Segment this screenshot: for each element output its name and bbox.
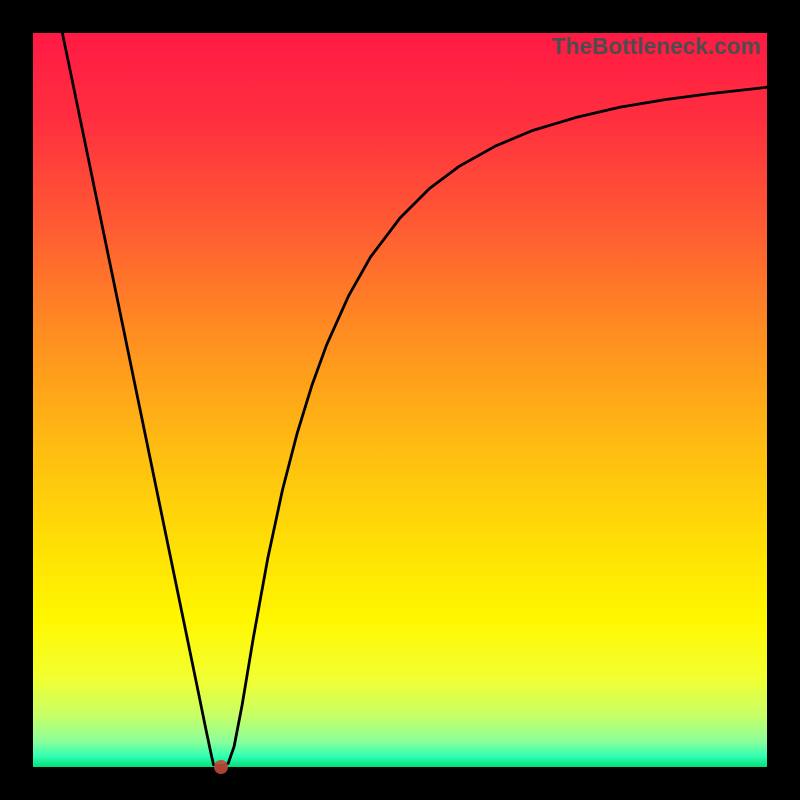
bottleneck-curve [33,33,767,767]
plot-area: TheBottleneck.com [33,33,767,767]
watermark-text: TheBottleneck.com [552,33,761,60]
chart-frame: TheBottleneck.com [0,0,800,800]
optimum-marker [214,760,228,774]
